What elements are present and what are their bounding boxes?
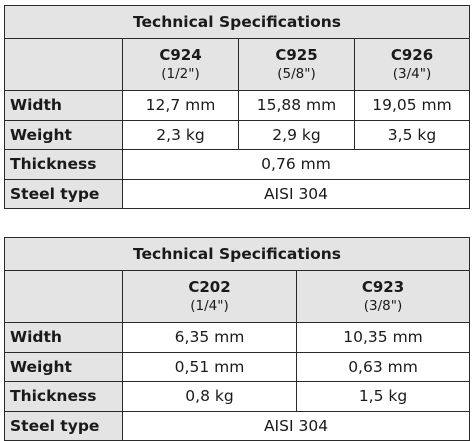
row-label-thickness: Thickness [4, 149, 123, 180]
row-label-weight: Weight [4, 351, 123, 382]
table-row-width: Width 12,7 mm 15,88 mm 19,05 mm [4, 90, 470, 121]
model-size: (1/4") [190, 297, 229, 314]
thickness-value: 0,8 kg [122, 381, 297, 412]
model-size: (3/8") [363, 297, 403, 314]
width-value: 19,05 mm [354, 90, 470, 121]
model-header-c924: C924 (1/2") [122, 38, 239, 91]
weight-value: 3,5 kg [354, 119, 470, 150]
width-value: 6,35 mm [122, 322, 297, 353]
model-size: (5/8") [277, 65, 316, 82]
spec-table-1: Technical Specifications C924 (1/2") C92… [4, 5, 470, 209]
model-header-c926: C926 (3/4") [354, 38, 470, 91]
table-row-thickness: Thickness 0,76 mm [4, 149, 470, 180]
width-value: 10,35 mm [295, 322, 471, 353]
header-blank-cell [4, 38, 123, 91]
table-row-weight: Weight 2,3 kg 2,9 kg 3,5 kg [4, 119, 470, 150]
row-label-thickness: Thickness [4, 381, 123, 412]
row-label-weight: Weight [4, 119, 123, 150]
model-code: C925 [275, 45, 318, 64]
table-title: Technical Specifications [4, 5, 470, 39]
weight-value: 0,51 mm [122, 351, 297, 382]
table-row-width: Width 6,35 mm 10,35 mm [4, 322, 471, 353]
weight-value: 2,3 kg [122, 119, 239, 150]
model-code: C924 [159, 45, 202, 64]
width-value: 15,88 mm [238, 90, 355, 121]
thickness-value: 1,5 kg [295, 381, 471, 412]
row-label-width: Width [4, 90, 123, 121]
weight-value: 0,63 mm [295, 351, 471, 382]
table-row-weight: Weight 0,51 mm 0,63 mm [4, 351, 471, 382]
row-label-steel-type: Steel type [4, 178, 123, 209]
steel-type-value: AISI 304 [122, 178, 470, 209]
weight-value: 2,9 kg [238, 119, 355, 150]
table-row-thickness: Thickness 0,8 kg 1,5 kg [4, 381, 471, 412]
table-title: Technical Specifications [3, 237, 471, 271]
spec-table-2: Technical Specifications C202 (1/4") C92… [3, 237, 471, 441]
model-header-c202: C202 (1/4") [122, 270, 297, 323]
width-value: 12,7 mm [122, 90, 239, 121]
row-label-width: Width [4, 322, 123, 353]
model-size: (3/4") [392, 65, 432, 82]
table-row-steel-type: Steel type AISI 304 [4, 410, 471, 441]
thickness-value: 0,76 mm [122, 149, 470, 180]
row-label-steel-type: Steel type [4, 410, 123, 441]
table-row-steel-type: Steel type AISI 304 [4, 178, 470, 209]
model-code: C202 [188, 277, 231, 296]
model-code: C926 [390, 45, 434, 64]
model-header-c923: C923 (3/8") [295, 270, 471, 323]
model-size: (1/2") [161, 65, 200, 82]
model-header-c925: C925 (5/8") [238, 38, 355, 91]
header-blank-cell [4, 270, 123, 323]
model-code: C923 [361, 277, 405, 296]
steel-type-value: AISI 304 [121, 410, 471, 441]
